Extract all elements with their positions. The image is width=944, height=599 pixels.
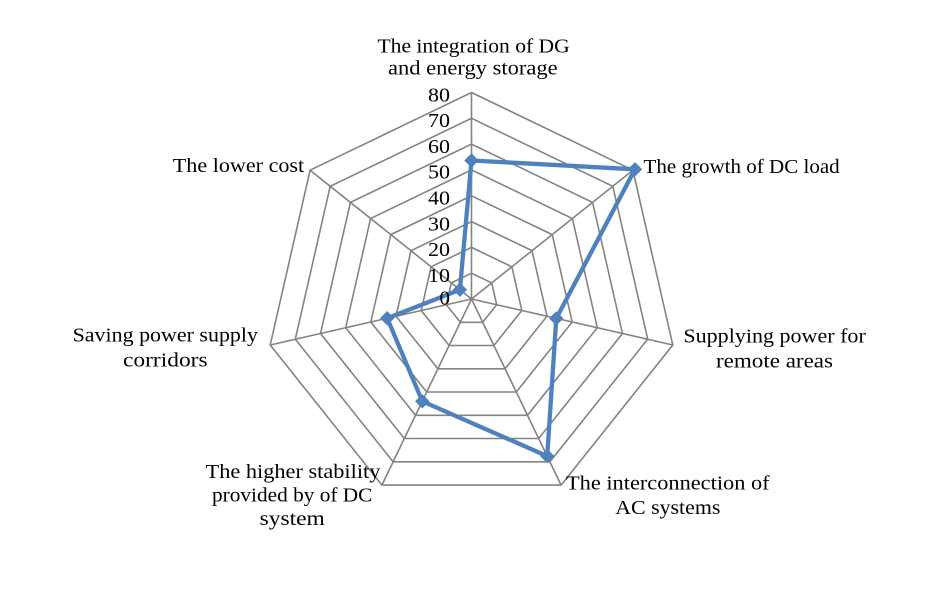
svg-text:provided by of DC: provided by of DC <box>212 485 372 507</box>
svg-text:system: system <box>260 508 326 530</box>
svg-text:corridors: corridors <box>123 350 208 372</box>
svg-text:40: 40 <box>428 188 450 210</box>
svg-text:30: 30 <box>428 213 450 235</box>
svg-text:70: 70 <box>428 110 450 132</box>
svg-text:0: 0 <box>440 287 451 309</box>
svg-text:remote areas: remote areas <box>716 351 833 373</box>
svg-text:20: 20 <box>428 239 450 261</box>
svg-text:60: 60 <box>428 136 450 158</box>
svg-text:The lower cost: The lower cost <box>173 155 305 177</box>
svg-text:AC systems: AC systems <box>615 497 720 519</box>
svg-text:and energy storage: and energy storage <box>388 57 558 79</box>
svg-text:Saving power supply: Saving power supply <box>73 324 258 346</box>
svg-text:The integration of DG: The integration of DG <box>378 35 570 57</box>
svg-text:The higher stability: The higher stability <box>206 461 381 483</box>
svg-text:The interconnection of: The interconnection of <box>566 472 770 494</box>
svg-text:Supplying power for: Supplying power for <box>683 325 866 347</box>
svg-text:80: 80 <box>428 84 450 106</box>
svg-text:The growth of DC load: The growth of DC load <box>644 156 840 178</box>
svg-text:50: 50 <box>428 162 450 184</box>
svg-text:10: 10 <box>428 265 450 287</box>
